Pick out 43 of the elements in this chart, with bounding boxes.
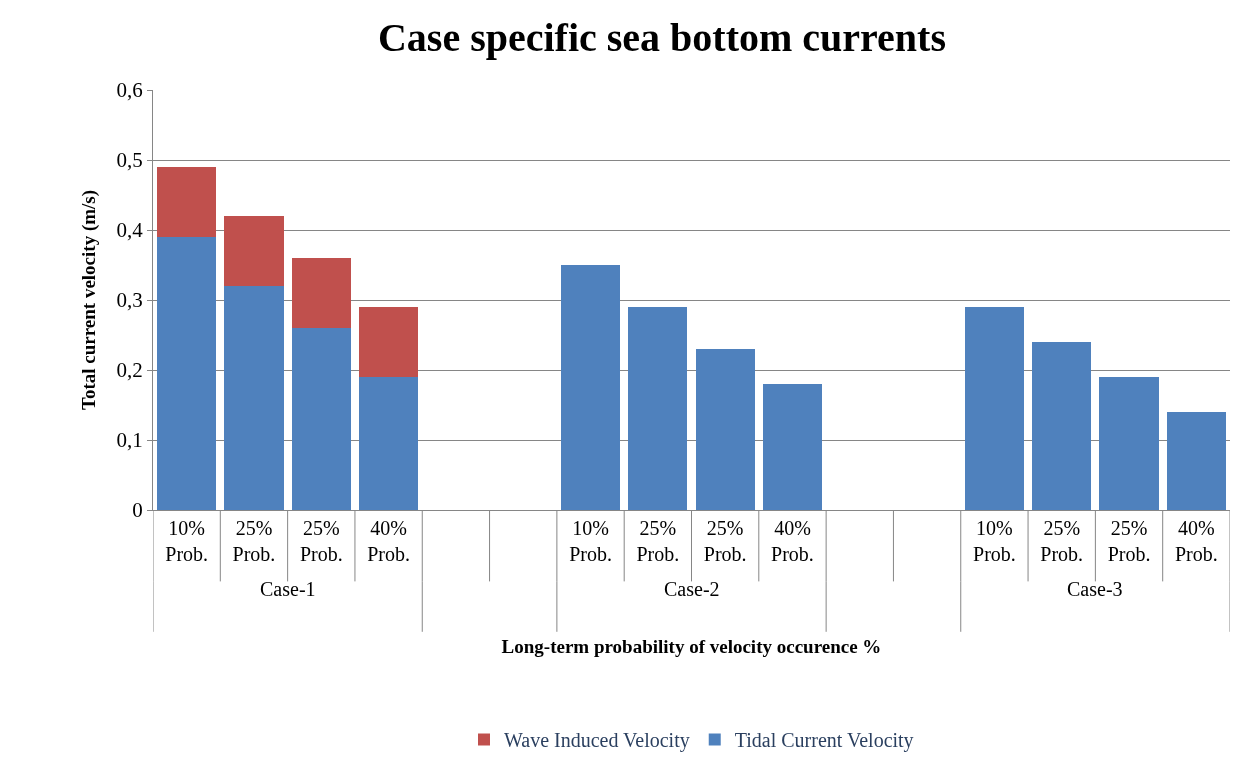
bar bbox=[358, 377, 419, 510]
bar bbox=[628, 307, 688, 510]
y-tick-label: 0,4 bbox=[116, 218, 144, 243]
bar bbox=[964, 307, 1025, 510]
bar bbox=[224, 286, 284, 510]
y-tick-label: 0,5 bbox=[116, 148, 143, 173]
y-tick-label: 0,6 bbox=[116, 78, 143, 103]
y-axis-title: Total current velocity (m/s) bbox=[78, 189, 101, 411]
x-tick-label: 40% Prob. bbox=[367, 517, 410, 565]
x-tick-label: 10% Prob. bbox=[165, 517, 209, 565]
x-tick-label: 25% Prob. bbox=[703, 517, 747, 565]
x-tick-label: 40% Prob. bbox=[771, 517, 814, 565]
bar bbox=[695, 349, 755, 510]
bar bbox=[1166, 412, 1226, 510]
legend-label: Tidal Current Velocity bbox=[734, 729, 914, 753]
bar bbox=[1032, 342, 1092, 510]
text: Case-1 bbox=[260, 578, 316, 600]
legend-label: Wave Induced Velocity bbox=[504, 729, 690, 753]
y-tick-label: 0,2 bbox=[116, 358, 143, 383]
y-tick-label: 0,3 bbox=[116, 288, 143, 313]
x-tick-label: 10% Prob. bbox=[973, 517, 1016, 565]
bar bbox=[224, 216, 284, 286]
x-tick-label: 25% Prob. bbox=[1107, 517, 1151, 565]
x-tick-label: 25% Prob. bbox=[299, 517, 343, 565]
chart-title: Case specific sea bottom currents bbox=[377, 15, 946, 61]
x-tick-label: 10% Prob. bbox=[569, 517, 612, 565]
y-tick-label: 0 bbox=[132, 498, 143, 523]
text: Case-3 bbox=[1067, 578, 1123, 600]
x-tick-label: 25% Prob. bbox=[232, 517, 276, 565]
bar bbox=[157, 167, 217, 237]
bar bbox=[291, 258, 351, 328]
x-tick-label: 25% Prob. bbox=[1040, 517, 1084, 565]
text: Case-2 bbox=[664, 578, 720, 600]
bar bbox=[358, 307, 419, 377]
bar bbox=[291, 328, 351, 510]
y-tick-label: 0,1 bbox=[116, 428, 143, 453]
x-axis-title: Long-term probability of velocity occurence % bbox=[501, 635, 882, 657]
bar bbox=[762, 384, 823, 510]
bar bbox=[157, 237, 217, 510]
x-tick-label: 40% Prob. bbox=[1174, 517, 1218, 565]
bar bbox=[560, 265, 621, 510]
bar bbox=[1099, 377, 1159, 510]
x-tick-label: 25% Prob. bbox=[636, 517, 680, 565]
